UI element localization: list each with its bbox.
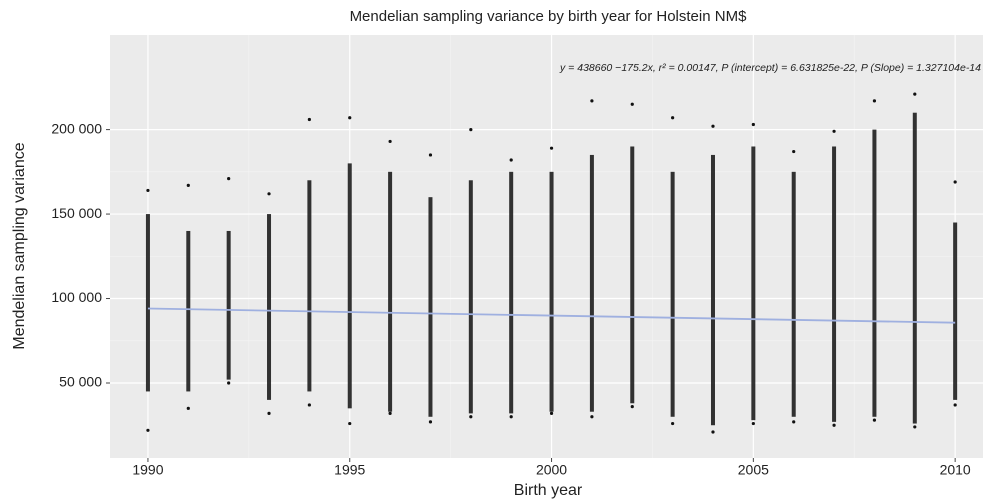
point [953,180,957,184]
x-axis-label: Birth year [514,482,583,499]
point [711,124,715,128]
point [509,158,513,162]
plot-panel [110,35,983,458]
point [872,99,877,103]
point [549,411,554,416]
point [872,418,877,422]
point [913,92,917,96]
point [469,415,473,419]
point [751,122,755,127]
point [348,421,352,426]
point [348,116,352,120]
y-tick-label: 100 000 [51,289,102,305]
point [267,411,271,416]
point [267,192,271,196]
annotation: y = 438660 −175.2x, r² = 0.00147, P (int… [559,62,981,74]
point [671,116,675,120]
point [751,421,755,426]
x-tick-label: 1990 [132,462,163,478]
point [953,403,957,407]
point-band [630,146,635,404]
x-tick-label: 1995 [334,462,365,478]
y-tick-label: 200 000 [51,120,102,136]
point-band [751,146,756,421]
y-tick-label: 50 000 [59,374,102,390]
point [509,415,513,419]
point [711,430,715,434]
point-band [428,197,433,417]
point [792,149,796,154]
point-band [791,171,796,417]
point [428,153,433,157]
point [792,420,796,424]
point [388,139,392,144]
point [146,188,150,193]
point [469,128,473,132]
point-band [912,112,917,424]
point [832,423,836,427]
point [186,183,190,187]
y-tick-label: 150 000 [51,205,102,221]
point-band [186,230,191,392]
point-band [832,146,837,422]
point [186,406,190,410]
point-band [670,171,675,417]
chart-title: Mendelian sampling variance by birth yea… [350,8,748,25]
point-band [953,222,958,400]
point-band [347,163,352,409]
point [227,381,231,385]
point [630,405,634,409]
point-band [267,214,272,400]
point [913,425,917,429]
x-tick-label: 2005 [738,462,769,478]
point-band [468,180,473,414]
point-band [589,154,594,412]
point [388,411,392,416]
point [590,415,594,419]
point [832,129,836,133]
fit-line [147,307,956,324]
point-band [710,154,715,426]
point [428,420,433,424]
point-band [872,129,877,417]
y-axis-label: Mendelian sampling variance [11,142,28,349]
point [146,428,150,432]
point [307,117,311,122]
point [671,421,675,426]
point-band [549,171,554,412]
point [590,99,594,103]
point [227,176,231,181]
point-band [226,230,231,380]
point-band [145,214,150,392]
point [630,102,634,106]
x-tick-label: 2010 [940,462,971,478]
x-tick-label: 2000 [536,462,567,478]
point-band [509,171,514,414]
point [307,403,311,407]
point-band [307,180,312,392]
point [549,146,554,150]
point-band [388,171,393,412]
